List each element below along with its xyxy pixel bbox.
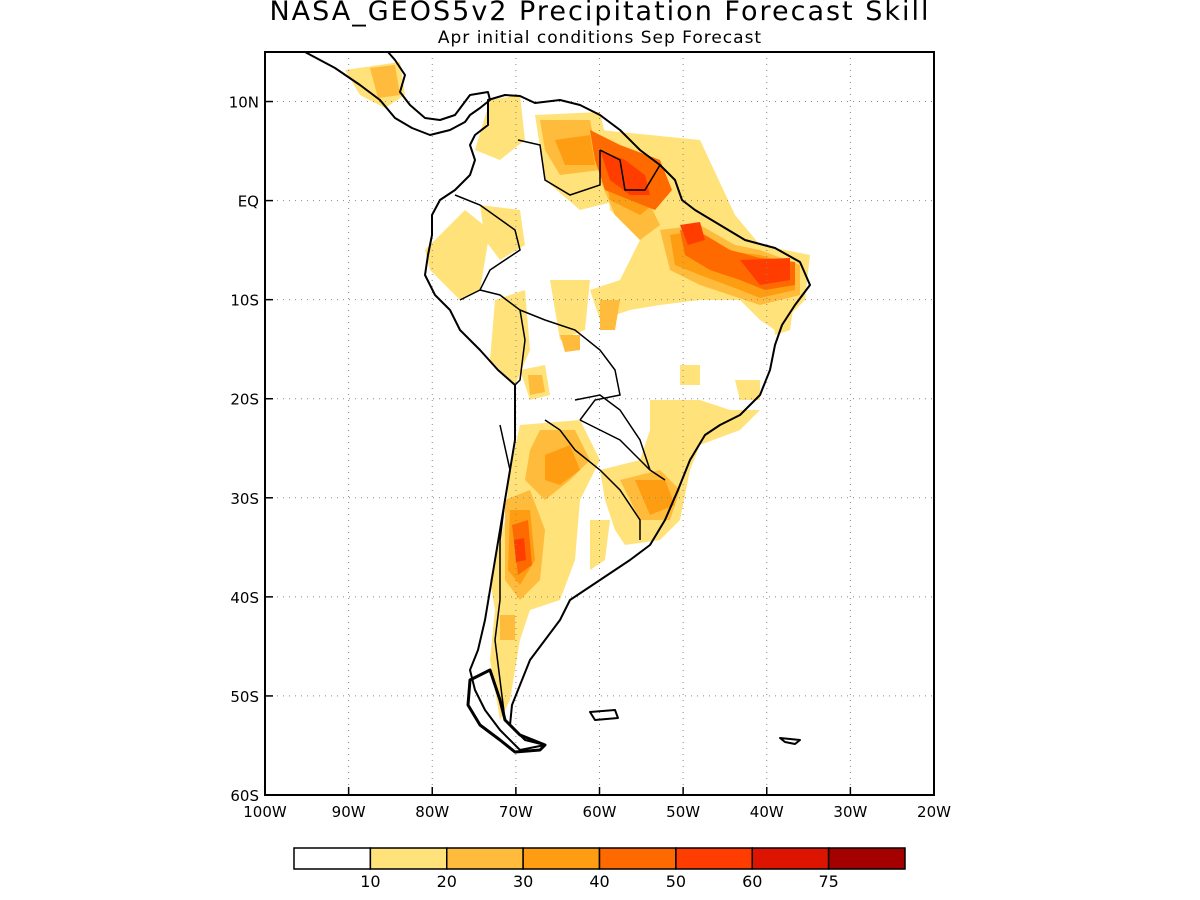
colorbar-swatch [675, 847, 753, 870]
coastline [304, 51, 811, 754]
lat-tick-label: 10S [230, 292, 259, 310]
lon-tick-label: 90W [332, 803, 366, 821]
colorbar-label: 50 [666, 872, 686, 891]
colorbar-swatch [751, 847, 830, 870]
lat-tick-label: 50S [230, 688, 259, 706]
colorbar-label: 60 [742, 872, 762, 891]
lon-tick-label: 80W [415, 803, 449, 821]
colorbar-swatch [827, 847, 906, 870]
colorbar-label: 30 [513, 872, 533, 891]
lon-tick-label: 50W [666, 803, 700, 821]
country-borders [454, 139, 666, 721]
colorbar-label: 20 [437, 872, 457, 891]
skill-level-50-60 [514, 150, 790, 562]
colorbar-label: 10 [360, 872, 380, 891]
lon-tick-label: 60W [583, 803, 617, 821]
skill-shading [345, 62, 810, 720]
lon-tick-label: 100W [243, 803, 287, 821]
lat-tick-label: 40S [230, 589, 259, 607]
colorbar-swatch [598, 847, 677, 870]
lon-tick-label: 20W [917, 803, 951, 821]
lon-tick-label: 30W [833, 803, 867, 821]
lat-tick-label: 60S [230, 787, 259, 805]
colorbar: 10 20 30 40 50 60 75 [293, 847, 906, 891]
lat-tick-label: 10N [229, 94, 259, 112]
colorbar-label: 40 [589, 872, 609, 891]
lat-tick-label: 30S [230, 490, 259, 508]
map-subtitle: Apr initial conditions Sep Forecast [437, 28, 763, 48]
lat-tick-label: 20S [230, 391, 259, 409]
colorbar-swatch [522, 847, 601, 870]
lon-tick-label: 70W [499, 803, 533, 821]
colorbar-swatch [293, 847, 372, 870]
latitude-ticks: 10N EQ 10S 20S 30S 40S 50S 60S [229, 94, 273, 805]
colorbar-swatch [446, 847, 524, 870]
map-title: NASA_GEOS5v2 Precipitation Forecast Skil… [269, 0, 931, 27]
longitude-ticks: 100W 90W 80W 70W 60W 50W 40W 30W 20W [243, 787, 951, 821]
lat-tick-label: EQ [238, 193, 259, 211]
colorbar-label: 75 [818, 872, 838, 891]
colorbar-swatch [369, 847, 448, 870]
lon-tick-label: 40W [750, 803, 784, 821]
